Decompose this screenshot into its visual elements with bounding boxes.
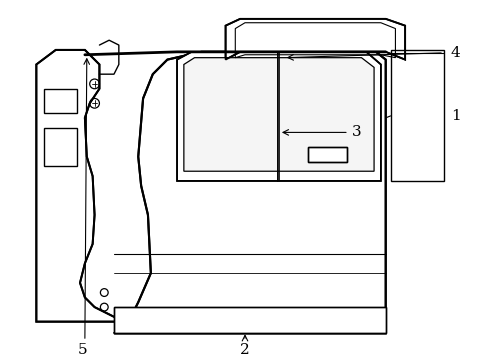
Text: 4: 4 — [451, 46, 461, 60]
Polygon shape — [308, 147, 347, 162]
Text: 3: 3 — [352, 125, 362, 139]
Text: 1: 1 — [451, 109, 461, 123]
Bar — [391, 50, 444, 181]
Polygon shape — [184, 58, 374, 171]
Polygon shape — [44, 89, 77, 113]
Polygon shape — [36, 50, 143, 321]
Polygon shape — [44, 127, 77, 166]
Text: 5: 5 — [78, 343, 88, 357]
Polygon shape — [114, 307, 386, 333]
Polygon shape — [177, 52, 381, 181]
Polygon shape — [114, 52, 386, 333]
Polygon shape — [225, 19, 405, 60]
Text: 2: 2 — [240, 343, 250, 357]
